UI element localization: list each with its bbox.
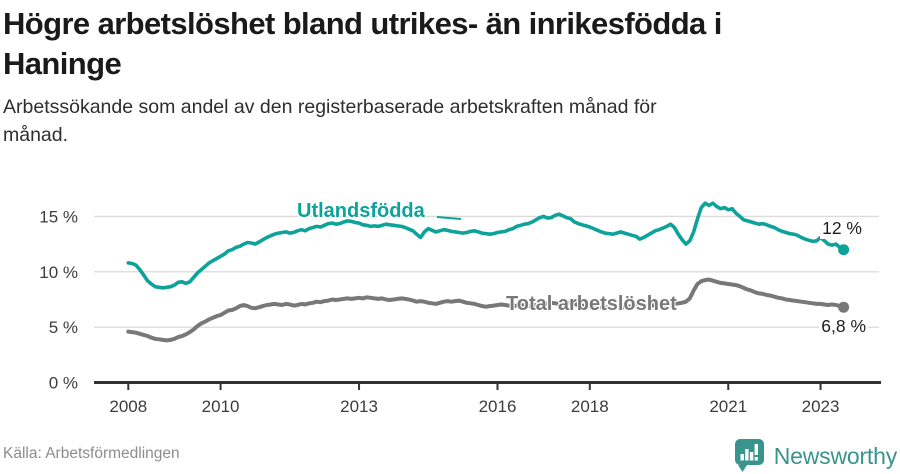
newsworthy-icon-bar-1 bbox=[740, 454, 744, 461]
series-end-dot-total-arbetsloshet bbox=[838, 301, 850, 313]
y-axis-label-0: 0 % bbox=[49, 374, 78, 393]
y-axis-label-5: 5 % bbox=[49, 318, 78, 337]
x-axis-label-2018: 2018 bbox=[571, 397, 609, 416]
newsworthy-icon-exclamation-bar bbox=[754, 444, 758, 455]
source-attribution: Källa: Arbetsförmedlingen bbox=[3, 445, 180, 462]
newsworthy-icon-exclamation-dot bbox=[754, 457, 758, 461]
newsworthy-icon-bar-2 bbox=[744, 449, 749, 461]
newsworthy-icon bbox=[734, 439, 764, 472]
newsworthy-logo[interactable]: Newsworthy bbox=[733, 437, 897, 474]
utlandsfodda-leader-line bbox=[436, 216, 462, 220]
series-line-utlandsfodda bbox=[126, 201, 846, 290]
x-axis-label-2021: 2021 bbox=[709, 397, 747, 416]
y-axis-label-15: 15 % bbox=[39, 207, 78, 226]
page-subtitle: Arbetssökande som andel av den registerb… bbox=[3, 93, 863, 149]
series-label-utlandsfodda: Utlandsfödda bbox=[297, 200, 425, 222]
page-subtitle-line-1: Arbetssökande som andel av den registerb… bbox=[3, 96, 657, 118]
newsworthy-icon-bubble bbox=[734, 439, 764, 472]
end-value-label-utlandsfodda: 12 % bbox=[820, 218, 864, 239]
x-axis-label-2023: 2023 bbox=[802, 397, 840, 416]
y-axis-label-10: 10 % bbox=[39, 263, 78, 282]
newsworthy-wordmark: Newsworthy bbox=[773, 442, 897, 469]
x-axis-label-2016: 2016 bbox=[479, 397, 517, 416]
series-end-dot-utlandsfodda bbox=[838, 244, 850, 256]
series-line-total-arbetsloshet bbox=[126, 277, 846, 343]
x-axis-label-2010: 2010 bbox=[202, 397, 240, 416]
page-title-line-1: Högre arbetslöshet bland utrikes- än inr… bbox=[3, 6, 722, 41]
newsworthy-icon-bar-3 bbox=[749, 452, 754, 461]
series-label-total-arbetsloshet: Total arbetslöshet bbox=[506, 293, 677, 315]
end-value-label-total: 6,8 % bbox=[819, 316, 868, 337]
x-axis-label-2008: 2008 bbox=[109, 397, 147, 416]
page-title: Högre arbetslöshet bland utrikes- än inr… bbox=[3, 4, 893, 84]
x-axis-label-2013: 2013 bbox=[340, 397, 378, 416]
page-subtitle-line-2: månad. bbox=[3, 124, 69, 146]
page-title-line-2: Haninge bbox=[3, 46, 122, 81]
